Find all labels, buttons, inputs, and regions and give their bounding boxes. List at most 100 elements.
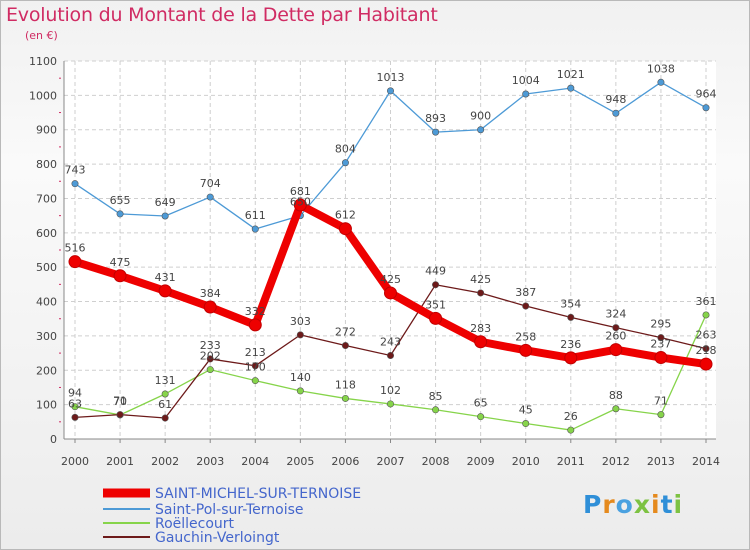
data-label: 893 [425,112,446,125]
data-label: 387 [515,286,536,299]
data-label: 681 [290,185,311,198]
data-point [567,426,575,434]
legend-label: Roëllecourt [155,516,235,532]
data-label: 272 [335,326,356,339]
x-tick-label: 2014 [692,455,720,468]
legend-label: Saint-Pol-sur-Ternoise [155,502,304,518]
data-point [567,84,575,92]
data-label: 1004 [512,74,540,87]
data-label: 704 [200,177,221,190]
x-tick-label: 2012 [602,455,630,468]
data-label: 650 [290,196,311,209]
data-point [429,311,443,325]
data-label: 332 [245,305,266,318]
data-point [702,311,710,319]
data-point [116,210,124,218]
data-point [296,387,304,395]
data-point [699,357,713,371]
data-point [702,345,710,353]
data-point [657,411,665,419]
y-tick-label: 800 [36,158,57,171]
data-label: 243 [380,335,401,348]
x-tick-label: 2010 [512,455,540,468]
data-label: 384 [200,287,221,300]
data-label: 213 [245,346,266,359]
data-point [654,351,668,365]
data-point [206,355,214,363]
data-point [251,225,259,233]
data-label: 361 [696,295,717,308]
data-point [116,411,124,419]
y-tick-label: 200 [36,364,57,377]
data-label: 71 [654,395,668,408]
data-label: 65 [474,397,488,410]
data-point [248,318,262,332]
proxiti-logo: Proxiti [583,490,683,519]
data-label: 283 [470,322,491,335]
data-label: 431 [155,271,176,284]
data-point [432,406,440,414]
data-point [657,334,665,342]
data-label: 743 [65,164,86,177]
data-label: 61 [158,398,172,411]
data-label: 258 [515,330,536,343]
data-label: 612 [335,209,356,222]
data-point [296,331,304,339]
data-label: 131 [155,374,176,387]
data-label: 611 [245,209,266,222]
data-label: 237 [650,338,671,351]
data-point [71,180,79,188]
data-label: 202 [200,350,221,363]
data-label: 655 [110,194,131,207]
data-label: 964 [696,88,717,101]
data-label: 425 [470,273,491,286]
y-tick-label: 1000 [29,89,57,102]
x-tick-label: 2005 [286,455,314,468]
x-tick-label: 2003 [196,455,224,468]
x-tick-label: 2007 [377,455,405,468]
y-tick-label: 0 [50,433,57,446]
data-label: 71 [113,395,127,408]
data-point [657,78,665,86]
data-label: 303 [290,315,311,328]
proxiti-logo-text: Proxiti [583,490,683,519]
data-label: 295 [650,318,671,331]
data-point [338,222,352,236]
chart-subtitle: (en €) [25,29,58,42]
data-point [612,109,620,117]
data-label: 351 [425,298,446,311]
data-label: 1013 [377,71,405,84]
y-tick-label: 100 [36,399,57,412]
data-label: 45 [519,404,533,417]
data-point [71,413,79,421]
logo-letter: o [615,490,634,519]
data-point [519,343,533,357]
legend-label: SAINT-MICHEL-SUR-TERNOISE [155,486,361,502]
chart-title: Evolution du Montant de la Dette par Hab… [6,4,438,26]
data-label: 94 [68,387,82,400]
data-point [522,420,530,428]
data-label: 804 [335,143,356,156]
data-point [161,414,169,422]
data-point [71,403,79,411]
data-label: 63 [68,397,82,410]
data-label: 354 [560,297,581,310]
y-tick-label: 600 [36,227,57,240]
data-label: 26 [564,410,578,423]
y-tick-label: 900 [36,124,57,137]
data-point [567,313,575,321]
x-tick-label: 2004 [241,455,269,468]
data-point [341,159,349,167]
y-tick-label: 1100 [29,55,57,68]
data-label: 233 [200,339,221,352]
data-point [293,198,307,212]
data-point [161,212,169,220]
data-label: 170 [245,361,266,374]
data-label: 236 [560,338,581,351]
data-label: 85 [429,390,443,403]
data-point [612,405,620,413]
data-point [161,390,169,398]
data-point [113,269,127,283]
logo-letter: i [673,490,684,519]
